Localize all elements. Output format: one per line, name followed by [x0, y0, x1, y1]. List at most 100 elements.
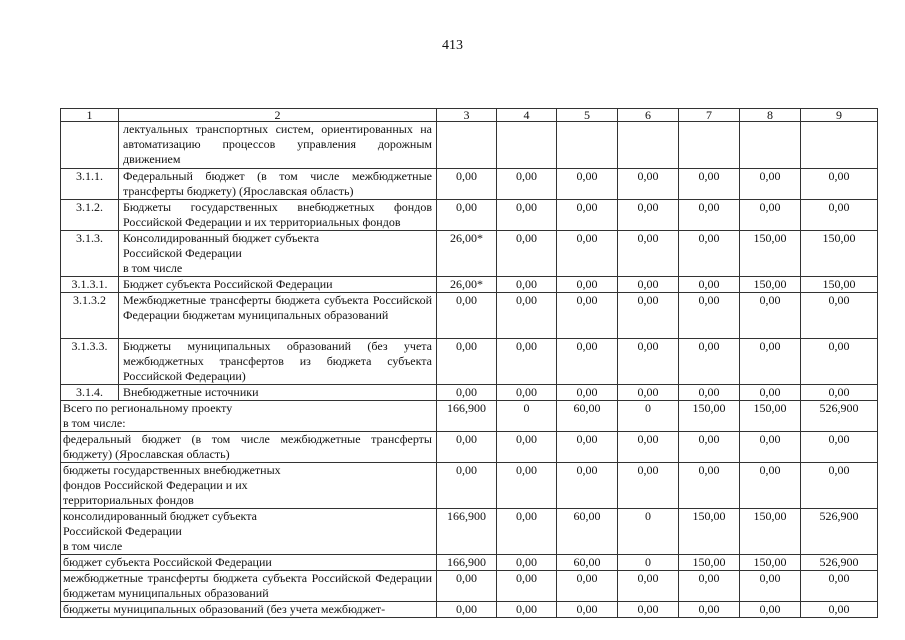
value-cell: 150,00: [739, 276, 801, 293]
row-label: федеральный бюджет (в том числе межбюдже…: [60, 431, 437, 463]
value-cell: 0,00: [556, 276, 618, 293]
value-cell: 0,00: [617, 168, 679, 200]
value-cell: 0,00: [436, 292, 497, 339]
value-cell: 166,900: [436, 400, 497, 432]
row-label: Консолидированный бюджет субъекта Россий…: [118, 230, 437, 277]
value-cell: 26,00*: [436, 230, 497, 277]
table-row: федеральный бюджет (в том числе межбюдже…: [60, 431, 878, 463]
table-row: 3.1.3.1. Бюджет субъекта Российской Федер…: [60, 276, 878, 293]
row-label: бюджеты государственных внебюджетных фон…: [60, 462, 437, 509]
value-cell: 0,00: [739, 431, 801, 463]
value-cell: 0,00: [436, 199, 497, 231]
value-cell: 0,00: [800, 292, 878, 339]
value-cell: 0: [617, 400, 679, 432]
value-cell: 0,00: [436, 570, 497, 602]
value-cell: 0,00: [678, 292, 740, 339]
table-row: 3.1.3.3. Бюджеты муниципальных образовани…: [60, 338, 878, 385]
value-cell: 0,00: [436, 384, 497, 401]
value-cell: [800, 121, 878, 169]
value-cell: 150,00: [800, 230, 878, 277]
row-label: Бюджет субъекта Российской Федерации: [118, 276, 437, 293]
value-cell: 0,00: [800, 199, 878, 231]
column-header: 1: [60, 108, 119, 122]
column-header: 2: [118, 108, 437, 122]
value-cell: 0,00: [617, 292, 679, 339]
row-label: Межбюджетные трансферты бюджета субъекта…: [118, 292, 437, 339]
value-cell: 150,00: [739, 554, 801, 571]
table-row: 3.1.3. Консолидированный бюджет субъекта …: [60, 230, 878, 277]
value-cell: [617, 121, 679, 169]
value-cell: 0,00: [678, 462, 740, 509]
value-cell: 0,00: [496, 462, 557, 509]
value-cell: [556, 121, 618, 169]
value-cell: 0,00: [800, 168, 878, 200]
row-label: Внебюджетные источники: [118, 384, 437, 401]
value-cell: 0,00: [800, 338, 878, 385]
row-label: бюджеты муниципальных образований (без у…: [60, 601, 437, 618]
column-header: 4: [496, 108, 557, 122]
table-row: бюджеты муниципальных образований (без у…: [60, 601, 878, 618]
row-label: бюджет субъекта Российской Федерации: [60, 554, 437, 571]
value-cell: 0,00: [496, 276, 557, 293]
value-cell: 526,900: [800, 508, 878, 555]
table-row: 3.1.3.2 Межбюджетные трансферты бюджета с…: [60, 292, 878, 339]
value-cell: 0: [617, 508, 679, 555]
value-cell: 0,00: [556, 601, 618, 618]
value-cell: 0,00: [496, 230, 557, 277]
table-row: бюджеты государственных внебюджетных фон…: [60, 462, 878, 509]
value-cell: 0,00: [678, 230, 740, 277]
row-label: межбюджетные трансферты бюджета субъекта…: [60, 570, 437, 602]
value-cell: 0,00: [556, 570, 618, 602]
value-cell: 526,900: [800, 400, 878, 432]
value-cell: 60,00: [556, 554, 618, 571]
value-cell: 166,900: [436, 554, 497, 571]
value-cell: 150,00: [739, 508, 801, 555]
value-cell: 150,00: [739, 400, 801, 432]
value-cell: 0,00: [556, 230, 618, 277]
value-cell: 0,00: [800, 431, 878, 463]
row-code: [60, 121, 119, 169]
value-cell: 0,00: [556, 338, 618, 385]
value-cell: 0,00: [617, 384, 679, 401]
value-cell: 0,00: [617, 431, 679, 463]
budget-table: 1 2 3 4 5 6 7 8 9 лектуальных транспортных систем…: [60, 108, 878, 618]
value-cell: 60,00: [556, 400, 618, 432]
value-cell: 0,00: [496, 508, 557, 555]
row-code: 3.1.2.: [60, 199, 119, 231]
value-cell: 0,00: [496, 601, 557, 618]
value-cell: 0,00: [556, 462, 618, 509]
page-number: 413: [442, 38, 463, 53]
value-cell: 0,00: [739, 570, 801, 602]
value-cell: 0,00: [739, 292, 801, 339]
table-row: лектуальных транспортных систем, ориенти…: [60, 121, 878, 169]
value-cell: 0,00: [678, 431, 740, 463]
row-label: Федеральный бюджет (в том числе межбюдже…: [118, 168, 437, 200]
row-label: консолидированный бюджет субъекта Россий…: [60, 508, 437, 555]
row-label: Всего по региональному проекту в том чис…: [60, 400, 437, 432]
table-row: консолидированный бюджет субъекта Россий…: [60, 508, 878, 555]
row-label: лектуальных транспортных систем, ориенти…: [118, 121, 437, 169]
value-cell: 0,00: [739, 384, 801, 401]
value-cell: 0,00: [739, 462, 801, 509]
value-cell: 0,00: [617, 462, 679, 509]
value-cell: 0,00: [556, 168, 618, 200]
table-row: бюджет субъекта Российской Федерации 166,…: [60, 554, 878, 571]
value-cell: 0,00: [617, 570, 679, 602]
row-code: 3.1.4.: [60, 384, 119, 401]
value-cell: 0,00: [556, 431, 618, 463]
value-cell: 0,00: [496, 292, 557, 339]
value-cell: 0,00: [496, 431, 557, 463]
column-header: 9: [800, 108, 878, 122]
column-header: 6: [617, 108, 679, 122]
value-cell: 0,00: [678, 570, 740, 602]
value-cell: 0,00: [678, 276, 740, 293]
value-cell: 0,00: [496, 384, 557, 401]
value-cell: 0,00: [678, 199, 740, 231]
value-cell: 0,00: [678, 168, 740, 200]
column-header: 3: [436, 108, 497, 122]
value-cell: 0,00: [617, 230, 679, 277]
value-cell: 0,00: [436, 431, 497, 463]
value-cell: 0,00: [496, 570, 557, 602]
value-cell: 60,00: [556, 508, 618, 555]
value-cell: 0,00: [556, 199, 618, 231]
